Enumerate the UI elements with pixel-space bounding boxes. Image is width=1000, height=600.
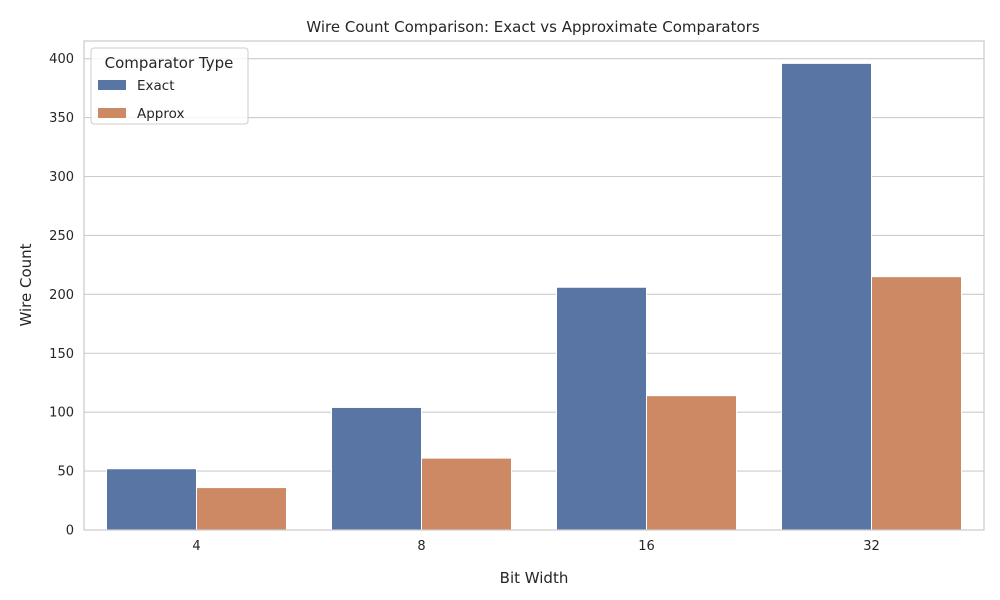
plot-frame [83, 40, 985, 531]
y-tick-label: 50 [57, 465, 74, 480]
y-axis-ticks: 0 50 100 150 200 250 300 350 400 [49, 52, 74, 538]
legend-box [90, 47, 249, 125]
bar-exact-32 [781, 62, 872, 531]
x-tick-label: 16 [638, 539, 655, 554]
legend-label-exact: Exact [137, 78, 175, 94]
bar-approx-8 [421, 457, 512, 531]
bar-exact-4 [106, 468, 197, 531]
legend-label-approx: Approx [137, 106, 184, 122]
x-tick-label: 4 [192, 539, 200, 554]
bar-exact-8 [331, 406, 422, 531]
grid-lines [84, 58, 984, 531]
bar-approx-16 [646, 395, 737, 531]
bar-approx-4 [196, 487, 287, 531]
y-tick-label: 150 [49, 347, 74, 362]
y-tick-label: 100 [49, 406, 74, 421]
y-tick-label: 0 [66, 524, 74, 539]
bar-approx-32 [871, 276, 962, 531]
y-tick-label: 350 [49, 111, 74, 126]
y-tick-label: 250 [49, 229, 74, 244]
x-tick-label: 8 [417, 539, 425, 554]
x-axis-label: Bit Width [500, 569, 569, 587]
y-tick-label: 200 [49, 288, 74, 303]
x-tick-label: 32 [863, 539, 880, 554]
legend-swatch-approx [98, 108, 126, 118]
bar-exact-16 [556, 286, 647, 531]
legend-swatch-exact [98, 80, 126, 90]
x-axis-ticks: 4 8 16 32 [192, 539, 879, 554]
bars [106, 62, 962, 531]
legend-title: Comparator Type [105, 54, 234, 72]
chart-title: Wire Count Comparison: Exact vs Approxim… [306, 18, 759, 36]
y-tick-label: 300 [49, 170, 74, 185]
y-axis-label: Wire Count [17, 243, 35, 326]
y-tick-label: 400 [49, 52, 74, 67]
legend: Comparator Type Exact Approx [90, 47, 249, 125]
